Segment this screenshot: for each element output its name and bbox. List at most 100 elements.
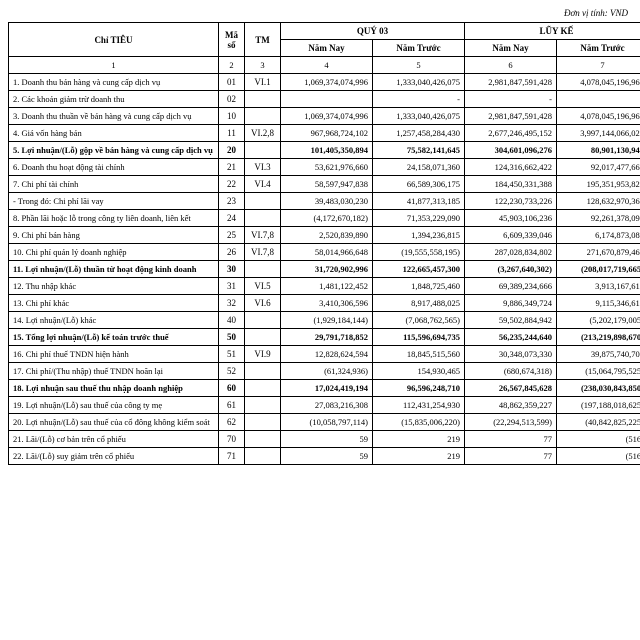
cell-c5: (15,835,006,220) (373, 414, 465, 431)
cell-code: 26 (219, 244, 245, 261)
cell-c7: 92,017,477,660 (557, 159, 640, 176)
cell-c6: 304,601,096,276 (465, 142, 557, 159)
cell-c4: 53,621,976,660 (281, 159, 373, 176)
cell-c4: 39,483,030,230 (281, 193, 373, 210)
cell-code: 51 (219, 346, 245, 363)
cell-c6: 2,981,847,591,428 (465, 74, 557, 91)
cell-label: 22. Lãi/(Lỗ) suy giảm trên cổ phiếu (9, 448, 219, 465)
cell-tm: VI.4 (245, 176, 281, 193)
cell-tm: VI.2,8 (245, 125, 281, 142)
cell-code: 10 (219, 108, 245, 125)
cell-c7: 39,875,740,705 (557, 346, 640, 363)
colnum-7: 7 (557, 57, 640, 74)
cell-label: 19. Lợi nhuận/(Lỗ) sau thuế của công ty … (9, 397, 219, 414)
cell-c6: 56,235,244,640 (465, 329, 557, 346)
cell-tm (245, 431, 281, 448)
cell-c6: 30,348,073,330 (465, 346, 557, 363)
cell-c4: 12,828,624,594 (281, 346, 373, 363)
cell-tm (245, 414, 281, 431)
cell-label: 20. Lợi nhuận/(Lỗ) sau thuế của cổ đông … (9, 414, 219, 431)
cell-c7: (208,017,719,665) (557, 261, 640, 278)
table-row: 21. Lãi/(Lỗ) cơ bản trên cổ phiếu7059219… (9, 431, 640, 448)
cell-c6: (3,267,640,302) (465, 261, 557, 278)
table-row: 15. Tổng lợi nhuận/(Lỗ) kế toán trước th… (9, 329, 640, 346)
cell-code: 50 (219, 329, 245, 346)
cell-code: 02 (219, 91, 245, 108)
cell-tm (245, 312, 281, 329)
cell-label: 2. Các khoản giảm trừ doanh thu (9, 91, 219, 108)
cell-tm (245, 397, 281, 414)
cell-c6: - (465, 91, 557, 108)
cell-c7: (40,842,825,225) (557, 414, 640, 431)
cell-code: 40 (219, 312, 245, 329)
cell-c4: 1,069,374,074,996 (281, 108, 373, 125)
table-row: 17. Chi phí/(Thu nhập) thuế TNDN hoãn lạ… (9, 363, 640, 380)
cell-c7: 3,913,167,610 (557, 278, 640, 295)
cell-label: 10. Chi phí quản lý doanh nghiệp (9, 244, 219, 261)
cell-c5: 41,877,313,185 (373, 193, 465, 210)
cell-c5: 1,333,040,426,075 (373, 74, 465, 91)
cell-label: 3. Doanh thu thuần về bán hàng và cung c… (9, 108, 219, 125)
cell-code: 22 (219, 176, 245, 193)
header-chitieu: Chỉ TIÊU (9, 23, 219, 57)
cell-tm: VI.5 (245, 278, 281, 295)
header-l-namtruoc: Năm Trước (557, 40, 640, 57)
cell-c5: 1,333,040,426,075 (373, 108, 465, 125)
cell-tm (245, 363, 281, 380)
cell-c5: 71,353,229,090 (373, 210, 465, 227)
colnum-3: 3 (245, 57, 281, 74)
colnum-5: 5 (373, 57, 465, 74)
cell-label: 21. Lãi/(Lỗ) cơ bản trên cổ phiếu (9, 431, 219, 448)
cell-c5: 75,582,141,645 (373, 142, 465, 159)
cell-c4: 967,968,724,102 (281, 125, 373, 142)
cell-c6: 2,677,246,495,152 (465, 125, 557, 142)
cell-c6: 2,981,847,591,428 (465, 108, 557, 125)
table-row: 2. Các khoản giảm trừ doanh thu02--- (9, 91, 640, 108)
cell-c5: 1,394,236,815 (373, 227, 465, 244)
cell-c7: 3,997,144,066,025 (557, 125, 640, 142)
cell-tm: VI.9 (245, 346, 281, 363)
cell-tm: VI.3 (245, 159, 281, 176)
cell-code: 20 (219, 142, 245, 159)
cell-c5: (19,555,558,195) (373, 244, 465, 261)
cell-code: 24 (219, 210, 245, 227)
table-row: 7. Chi phí tài chính22VI.458,597,947,838… (9, 176, 640, 193)
header-q-namtruoc: Năm Trước (373, 40, 465, 57)
header-l-namnay: Năm Nay (465, 40, 557, 57)
table-row: 16. Chi phí thuế TNDN hiện hành51VI.912,… (9, 346, 640, 363)
cell-label: 18. Lợi nhuận sau thuế thu nhập doanh ng… (9, 380, 219, 397)
cell-c4: (1,929,184,144) (281, 312, 373, 329)
cell-c5: (7,068,762,565) (373, 312, 465, 329)
header-maso: Mã số (219, 23, 245, 57)
table-row: 6. Doanh thu hoạt động tài chính21VI.353… (9, 159, 640, 176)
cell-c7: 4,078,045,196,965 (557, 74, 640, 91)
cell-code: 11 (219, 125, 245, 142)
cell-c7: 80,901,130,940 (557, 142, 640, 159)
cell-c6: 124,316,662,422 (465, 159, 557, 176)
cell-c7: - (557, 91, 640, 108)
cell-tm (245, 380, 281, 397)
cell-c4: (4,172,670,182) (281, 210, 373, 227)
cell-c4 (281, 91, 373, 108)
cell-tm: VI.7,8 (245, 244, 281, 261)
cell-c4: (61,324,936) (281, 363, 373, 380)
cell-c7: (213,219,898,670) (557, 329, 640, 346)
cell-c5: 115,596,694,735 (373, 329, 465, 346)
cell-c4: 27,083,216,308 (281, 397, 373, 414)
cell-c6: 184,450,331,388 (465, 176, 557, 193)
cell-c4: 31,720,902,996 (281, 261, 373, 278)
cell-c6: 48,862,359,227 (465, 397, 557, 414)
cell-c5: 66,589,306,175 (373, 176, 465, 193)
table-row: 14. Lợi nhuận/(Lỗ) khác40(1,929,184,144)… (9, 312, 640, 329)
cell-c4: 1,481,122,452 (281, 278, 373, 295)
cell-tm (245, 108, 281, 125)
cell-c6: 122,230,733,226 (465, 193, 557, 210)
cell-c5: 96,596,248,710 (373, 380, 465, 397)
cell-c6: 26,567,845,628 (465, 380, 557, 397)
cell-tm (245, 210, 281, 227)
cell-c6: 77 (465, 448, 557, 465)
cell-c7: 128,632,970,365 (557, 193, 640, 210)
cell-code: 62 (219, 414, 245, 431)
cell-c7: 6,174,873,080 (557, 227, 640, 244)
table-row: 11. Lợi nhuận/(Lỗ) thuần từ hoạt động ki… (9, 261, 640, 278)
